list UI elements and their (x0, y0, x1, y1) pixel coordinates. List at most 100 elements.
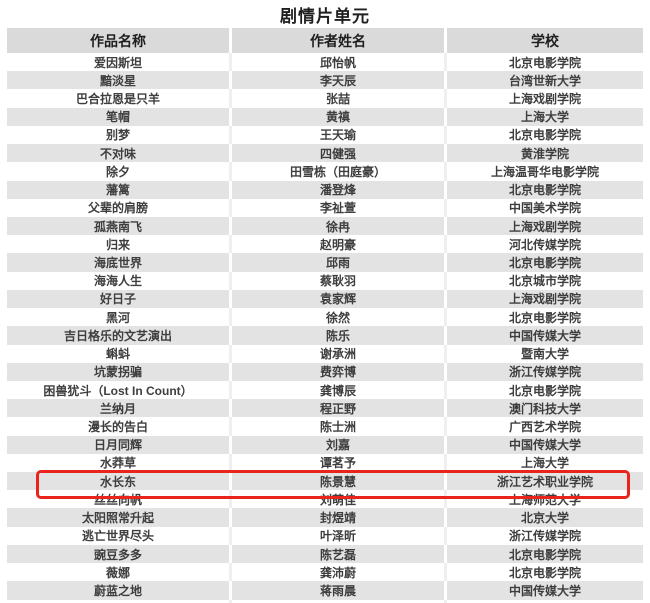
table-row: 兰纳月 程正野 澳门科技大学 (7, 399, 643, 418)
table-row: 藩篱 潘登烽 北京电影学院 (7, 180, 643, 199)
table-row: 蝌蚪 谢承洲 暨南大学 (7, 344, 643, 363)
table-row: 水莽草 谭茗予 上海大学 (7, 453, 643, 473)
table-cell: 北京电影学院 (447, 563, 643, 582)
table-row: 不对味 四健强 黄淮学院 (7, 144, 643, 163)
table-cell: 水莽草 (7, 453, 232, 473)
table-cell: 浙江传媒学院 (447, 362, 643, 381)
table-cell: 叶泽昕 (232, 526, 447, 545)
table-cell: 逃亡世界尽头 (7, 526, 232, 545)
table-cell: 龚沛蔚 (232, 563, 447, 582)
table-cell: 袁家辉 (232, 289, 447, 309)
table-cell: 北京电影学院 (447, 180, 643, 199)
table-cell: 爱因斯坦 (7, 53, 232, 72)
table-cell: 程正野 (232, 399, 447, 418)
column-header-work: 作品名称 (7, 28, 232, 53)
table-row: 巴合拉恩是只羊 张喆 上海戏剧学院 (7, 89, 643, 108)
table-cell: 田雪栋（田庭豪） (232, 162, 447, 181)
table-cell: 刘萌佳 (232, 490, 447, 509)
table-row: 笔帽 黄禛 上海大学 (7, 107, 643, 126)
table-row: 黯淡星 李天辰 台湾世新大学 (7, 71, 643, 90)
table-cell: 黄淮学院 (447, 144, 643, 163)
table-row: 父辈的肩膀 李祉萱 中国美术学院 (7, 198, 643, 217)
table-cell: 上海温哥华电影学院 (447, 162, 643, 181)
table-cell: 漫长的告白 (7, 417, 232, 436)
table-cell: 北京电影学院 (447, 253, 643, 272)
table-row: 坑蒙拐骗 费弈博 浙江传媒学院 (7, 362, 643, 381)
table-cell: 除夕 (7, 162, 232, 181)
table-cell: 中国传媒大学 (447, 326, 643, 345)
table-cell: 中国美术学院 (447, 198, 643, 217)
table-cell: 黯淡星 (7, 71, 232, 90)
table-cell: 北京城市学院 (447, 271, 643, 290)
table-row: 除夕 田雪栋（田庭豪） 上海温哥华电影学院 (7, 162, 643, 181)
table-cell: 陈乐 (232, 326, 447, 345)
table-cell: 上海戏剧学院 (447, 216, 643, 236)
column-header-author: 作者姓名 (232, 28, 447, 53)
table-cell: 广西艺术学院 (447, 417, 643, 436)
table-cell: 张喆 (232, 89, 447, 108)
table-cell: 封煜靖 (232, 508, 447, 527)
table-cell: 日月同辉 (7, 435, 232, 454)
table-cell: 豌豆多多 (7, 544, 232, 564)
table-cell: 太阳照常升起 (7, 508, 232, 527)
partial-row (7, 599, 643, 603)
table-cell: 暨南大学 (447, 344, 643, 363)
table-cell: 好日子 (7, 289, 232, 309)
table-cell: 兰纳月 (7, 399, 232, 418)
table-cell: 困兽犹斗（Lost In Count） (7, 380, 232, 400)
table-row: 孤燕南飞 徐冉 上海戏剧学院 (7, 216, 643, 236)
table-cell: 别梦 (7, 125, 232, 145)
table-cell: 笔帽 (7, 107, 232, 126)
table-cell: 谢承洲 (232, 344, 447, 363)
table-cell: 李祉萱 (232, 198, 447, 217)
table-cell: 坑蒙拐骗 (7, 362, 232, 381)
table-cell: 上海戏剧学院 (447, 89, 643, 108)
table-row: 蔚蓝之地 蒋雨晨 中国传媒大学 (7, 581, 643, 600)
table-cell: 徐然 (232, 308, 447, 327)
table-row: 别梦 王天瑜 北京电影学院 (7, 125, 643, 145)
table-row: 薇娜 龚沛蔚 北京电影学院 (7, 563, 643, 582)
table-row: 好日子 袁家辉 上海戏剧学院 (7, 289, 643, 309)
table-cell: 台湾世新大学 (447, 71, 643, 90)
table-cell: 浙江艺术职业学院 (447, 472, 643, 491)
title-bar: 剧情片单元 (0, 0, 650, 28)
table-cell: 费弈博 (232, 362, 447, 381)
table-row: 日月同辉 刘嘉 中国传媒大学 (7, 435, 643, 454)
table-row: 困兽犹斗（Lost In Count） 龚博辰 北京电影学院 (7, 380, 643, 400)
table-cell: 孤燕南飞 (7, 216, 232, 236)
table-cell: 上海大学 (447, 107, 643, 126)
table-cell: 北京电影学院 (447, 53, 643, 72)
table-cell: 王天瑜 (232, 125, 447, 145)
table-cell: 黑河 (7, 308, 232, 327)
table-row: 黑河 徐然 北京电影学院 (7, 308, 643, 327)
table-cell: 徐冉 (232, 216, 447, 236)
table-cell: 赵明豪 (232, 235, 447, 254)
table-cell: 邱怡帆 (232, 53, 447, 72)
table-cell: 中国传媒大学 (447, 435, 643, 454)
table-cell: 北京电影学院 (447, 380, 643, 400)
table-cell: 蔚蓝之地 (7, 581, 232, 600)
table-body: 爱因斯坦 邱怡帆 北京电影学院 黯淡星 李天辰 台湾世新大学 巴合拉恩是只羊 张喆 上海戏剧学院… (7, 53, 643, 603)
table-row: 豌豆多多 陈艺磊 北京电影学院 (7, 544, 643, 564)
table-cell: 上海戏剧学院 (447, 289, 643, 309)
table-cell: 潘登烽 (232, 180, 447, 199)
table-cell: 黄禛 (232, 107, 447, 126)
table-row: 逃亡世界尽头 叶泽昕 浙江传媒学院 (7, 526, 643, 545)
table-cell: 浙江传媒学院 (447, 526, 643, 545)
table-row: 爱因斯坦 邱怡帆 北京电影学院 (7, 53, 643, 72)
table-cell: 河北传媒学院 (447, 235, 643, 254)
table-cell: 父辈的肩膀 (7, 198, 232, 217)
table-cell (447, 599, 643, 603)
table-cell: 不对味 (7, 144, 232, 163)
table-row: 归来 赵明豪 河北传媒学院 (7, 235, 643, 254)
table-row: 海底世界 邱雨 北京电影学院 (7, 253, 643, 272)
header-row: 作品名称 作者姓名 学校 (7, 28, 643, 53)
table-cell: 丝丝向帆 (7, 490, 232, 509)
table-cell: 藩篱 (7, 180, 232, 199)
table-cell: 邱雨 (232, 253, 447, 272)
table-row: 吉日格乐的文艺演出 陈乐 中国传媒大学 (7, 326, 643, 345)
table-cell: 海底世界 (7, 253, 232, 272)
table-cell: 上海师范大学 (447, 490, 643, 509)
table-row: 水长东 陈景慧 浙江艺术职业学院 (7, 472, 643, 491)
